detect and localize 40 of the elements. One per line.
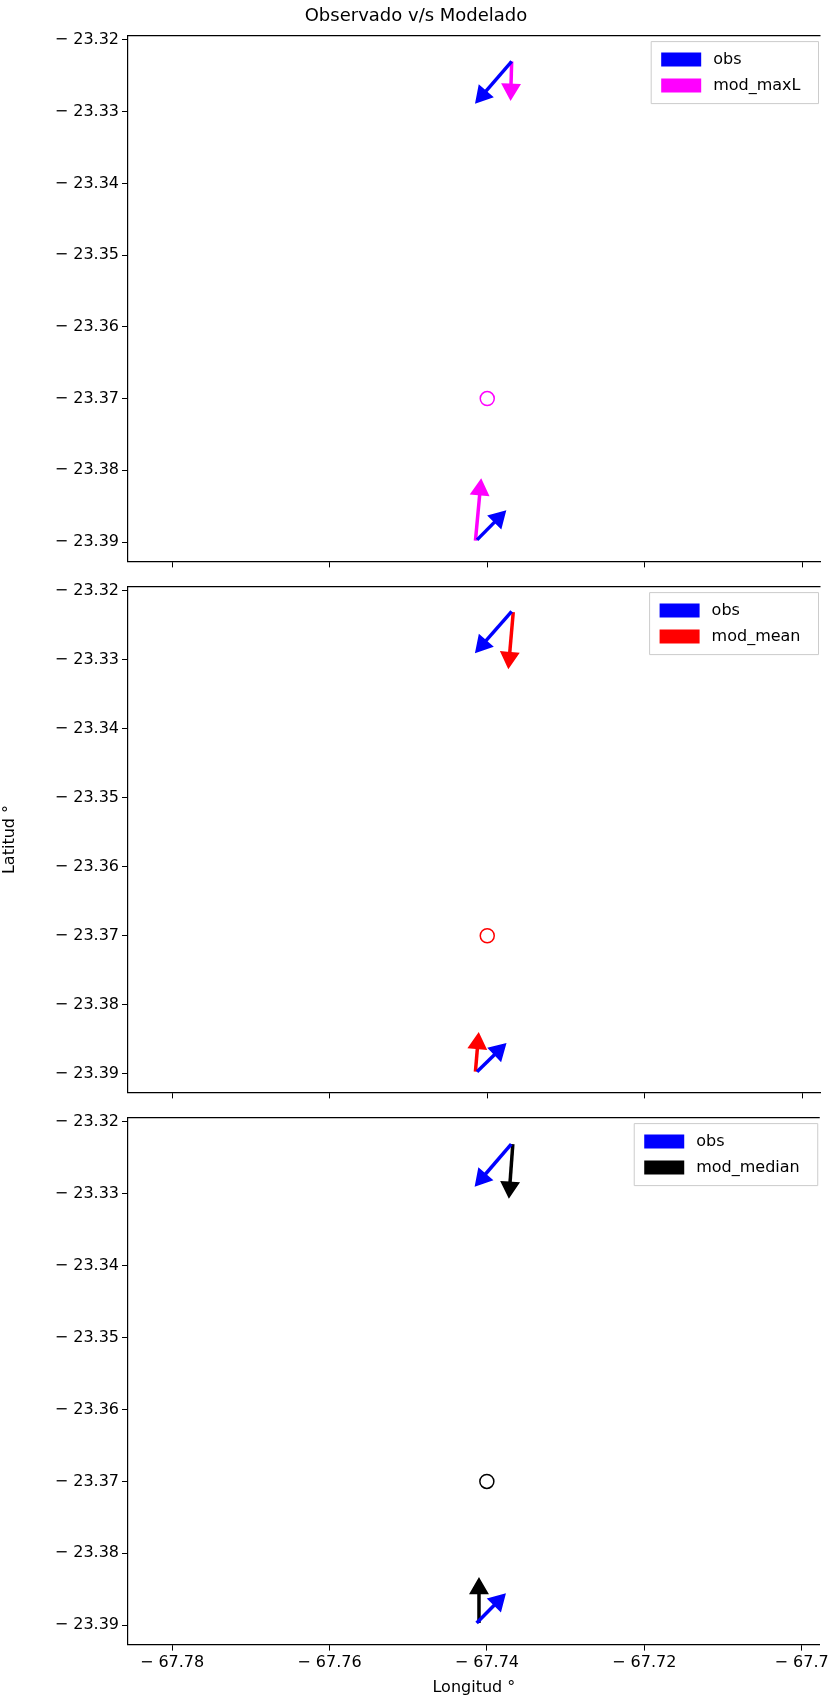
- x-tick-label: − 67.72: [612, 1652, 677, 1672]
- y-tick-label: − 23.37: [54, 387, 119, 407]
- y-tick-label: − 23.34: [54, 1254, 119, 1274]
- y-tick-label: − 23.36: [54, 1398, 119, 1418]
- legend-label: obs: [696, 1130, 725, 1150]
- x-tick-label: − 67.7: [774, 1652, 829, 1672]
- y-tick-label: − 23.35: [54, 786, 119, 806]
- x-tick-label: − 67.74: [454, 1652, 519, 1672]
- x-axis-title: Longitud °: [432, 1676, 516, 1696]
- legend-label: obs: [713, 48, 742, 68]
- y-tick-label: − 23.37: [54, 924, 119, 944]
- y-tick-label: − 23.38: [54, 1542, 119, 1562]
- chart-title: Observado v/s Modelado: [304, 4, 528, 26]
- y-tick-label: − 23.38: [54, 459, 119, 479]
- y-tick-label: − 23.39: [54, 531, 119, 551]
- legend-label: mod_maxL: [713, 74, 801, 95]
- legend-label: mod_median: [696, 1156, 800, 1177]
- y-tick-label: − 23.34: [54, 717, 119, 737]
- y-tick-label: − 23.33: [54, 1182, 119, 1202]
- x-tick-label: − 67.78: [139, 1652, 205, 1672]
- legend-label: obs: [711, 599, 740, 619]
- y-tick-label: − 23.32: [54, 29, 119, 49]
- y-tick-label: − 23.32: [54, 579, 119, 599]
- point: [479, 928, 495, 944]
- y-tick-label: − 23.33: [54, 100, 119, 120]
- y-tick-label: − 23.33: [54, 648, 119, 668]
- x-tick-label: − 67.76: [297, 1652, 362, 1672]
- y-tick-label: − 23.35: [54, 244, 119, 264]
- y-tick-label: − 23.36: [54, 855, 119, 875]
- point: [479, 390, 495, 407]
- y-tick-label: − 23.37: [54, 1470, 119, 1490]
- legend-label: mod_mean: [711, 625, 801, 646]
- y-tick-label: − 23.35: [54, 1326, 119, 1346]
- y-tick-label: − 23.39: [54, 1062, 119, 1082]
- y-tick-label: − 23.34: [54, 172, 119, 192]
- y-tick-label: − 23.39: [54, 1614, 119, 1634]
- y-tick-label: − 23.38: [54, 993, 119, 1013]
- y-axis-title: Latitud °: [0, 804, 18, 875]
- y-tick-label: − 23.32: [54, 1111, 119, 1131]
- y-tick-label: − 23.36: [54, 315, 119, 335]
